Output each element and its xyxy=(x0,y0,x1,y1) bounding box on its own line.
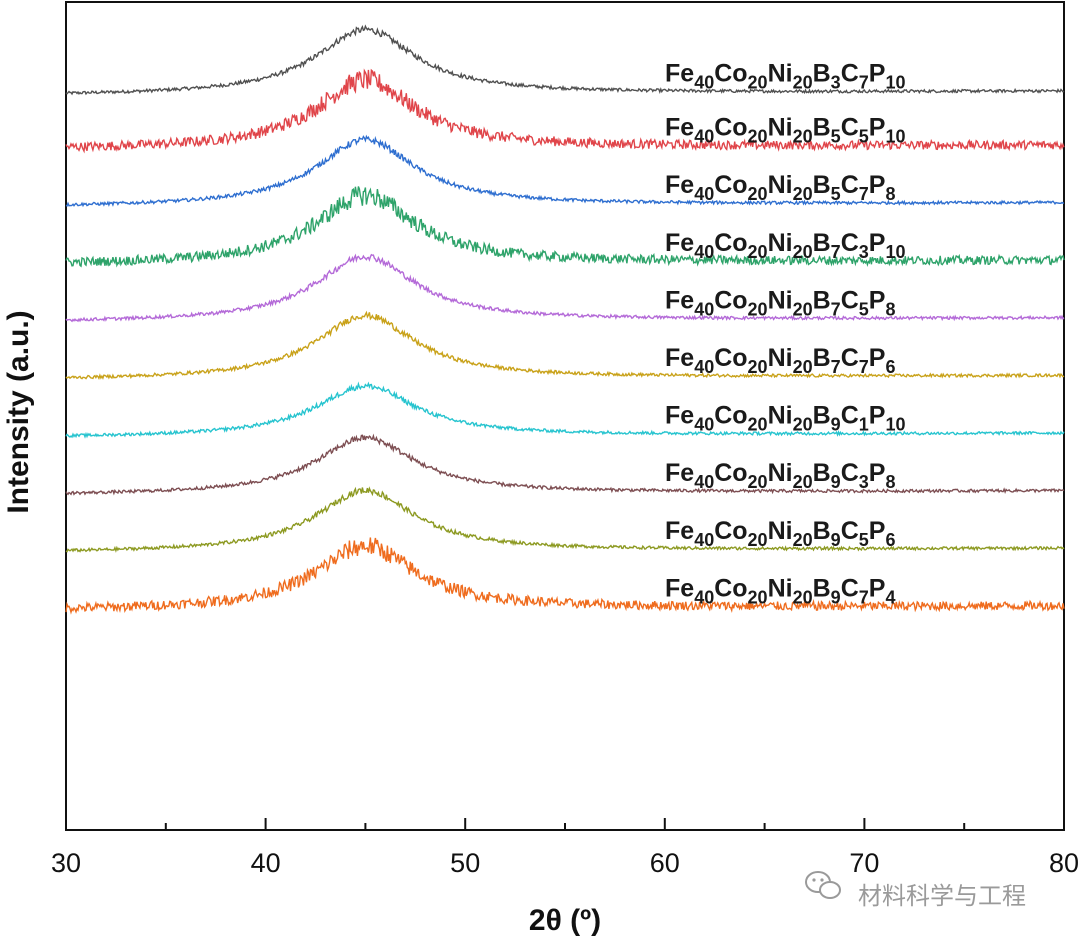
series-line xyxy=(65,433,1065,496)
series-label: Fe40Co20Ni20B5C7P8 xyxy=(665,171,895,204)
series-line xyxy=(65,24,1065,96)
series-label: Fe40Co20Ni20B9C7P4 xyxy=(665,574,895,607)
series-label: Fe40Co20Ni20B7C5P8 xyxy=(665,286,895,319)
x-axis-label: 2θ (º) xyxy=(529,904,601,937)
series-line xyxy=(65,486,1065,553)
x-tick-label: 80 xyxy=(1049,848,1079,878)
series-label: Fe40Co20Ni20B7C7P6 xyxy=(665,344,895,377)
series-line xyxy=(65,381,1065,439)
y-axis-label: Intensity (a.u.) xyxy=(2,310,35,513)
x-tick-label: 50 xyxy=(450,848,480,878)
wechat-icon xyxy=(805,871,841,899)
series-line xyxy=(65,186,1065,268)
x-tick-label: 40 xyxy=(251,848,281,878)
series-label: Fe40Co20Ni20B9C5P6 xyxy=(665,517,895,550)
series-line xyxy=(65,537,1065,615)
series-label: Fe40Co20Ni20B3C7P10 xyxy=(665,60,905,93)
plot-frame xyxy=(65,1,1065,831)
series-line xyxy=(65,310,1065,381)
series-labels: Fe40Co20Ni20B3C7P10 Fe40Co20Ni20B5C5P10 Fe… xyxy=(665,60,905,608)
series-line xyxy=(65,134,1065,208)
watermark: 材料科学与工程 xyxy=(805,871,1026,910)
series-label: Fe40Co20Ni20B7C3P10 xyxy=(665,229,905,262)
watermark-text: 材料科学与工程 xyxy=(858,882,1026,910)
series-group xyxy=(65,24,1065,615)
x-tick-label: 30 xyxy=(51,848,81,878)
series-label: Fe40Co20Ni20B9C1P10 xyxy=(665,402,905,435)
x-tick-label: 70 xyxy=(849,848,879,878)
x-tick-label: 60 xyxy=(650,848,680,878)
x-axis-ticks: 30 40 50 60 70 80 xyxy=(51,818,1079,878)
series-line xyxy=(65,68,1065,154)
series-label: Fe40Co20Ni20B9C3P8 xyxy=(665,459,895,492)
series-label: Fe40Co20Ni20B5C5P10 xyxy=(665,114,905,147)
series-line xyxy=(65,253,1065,323)
